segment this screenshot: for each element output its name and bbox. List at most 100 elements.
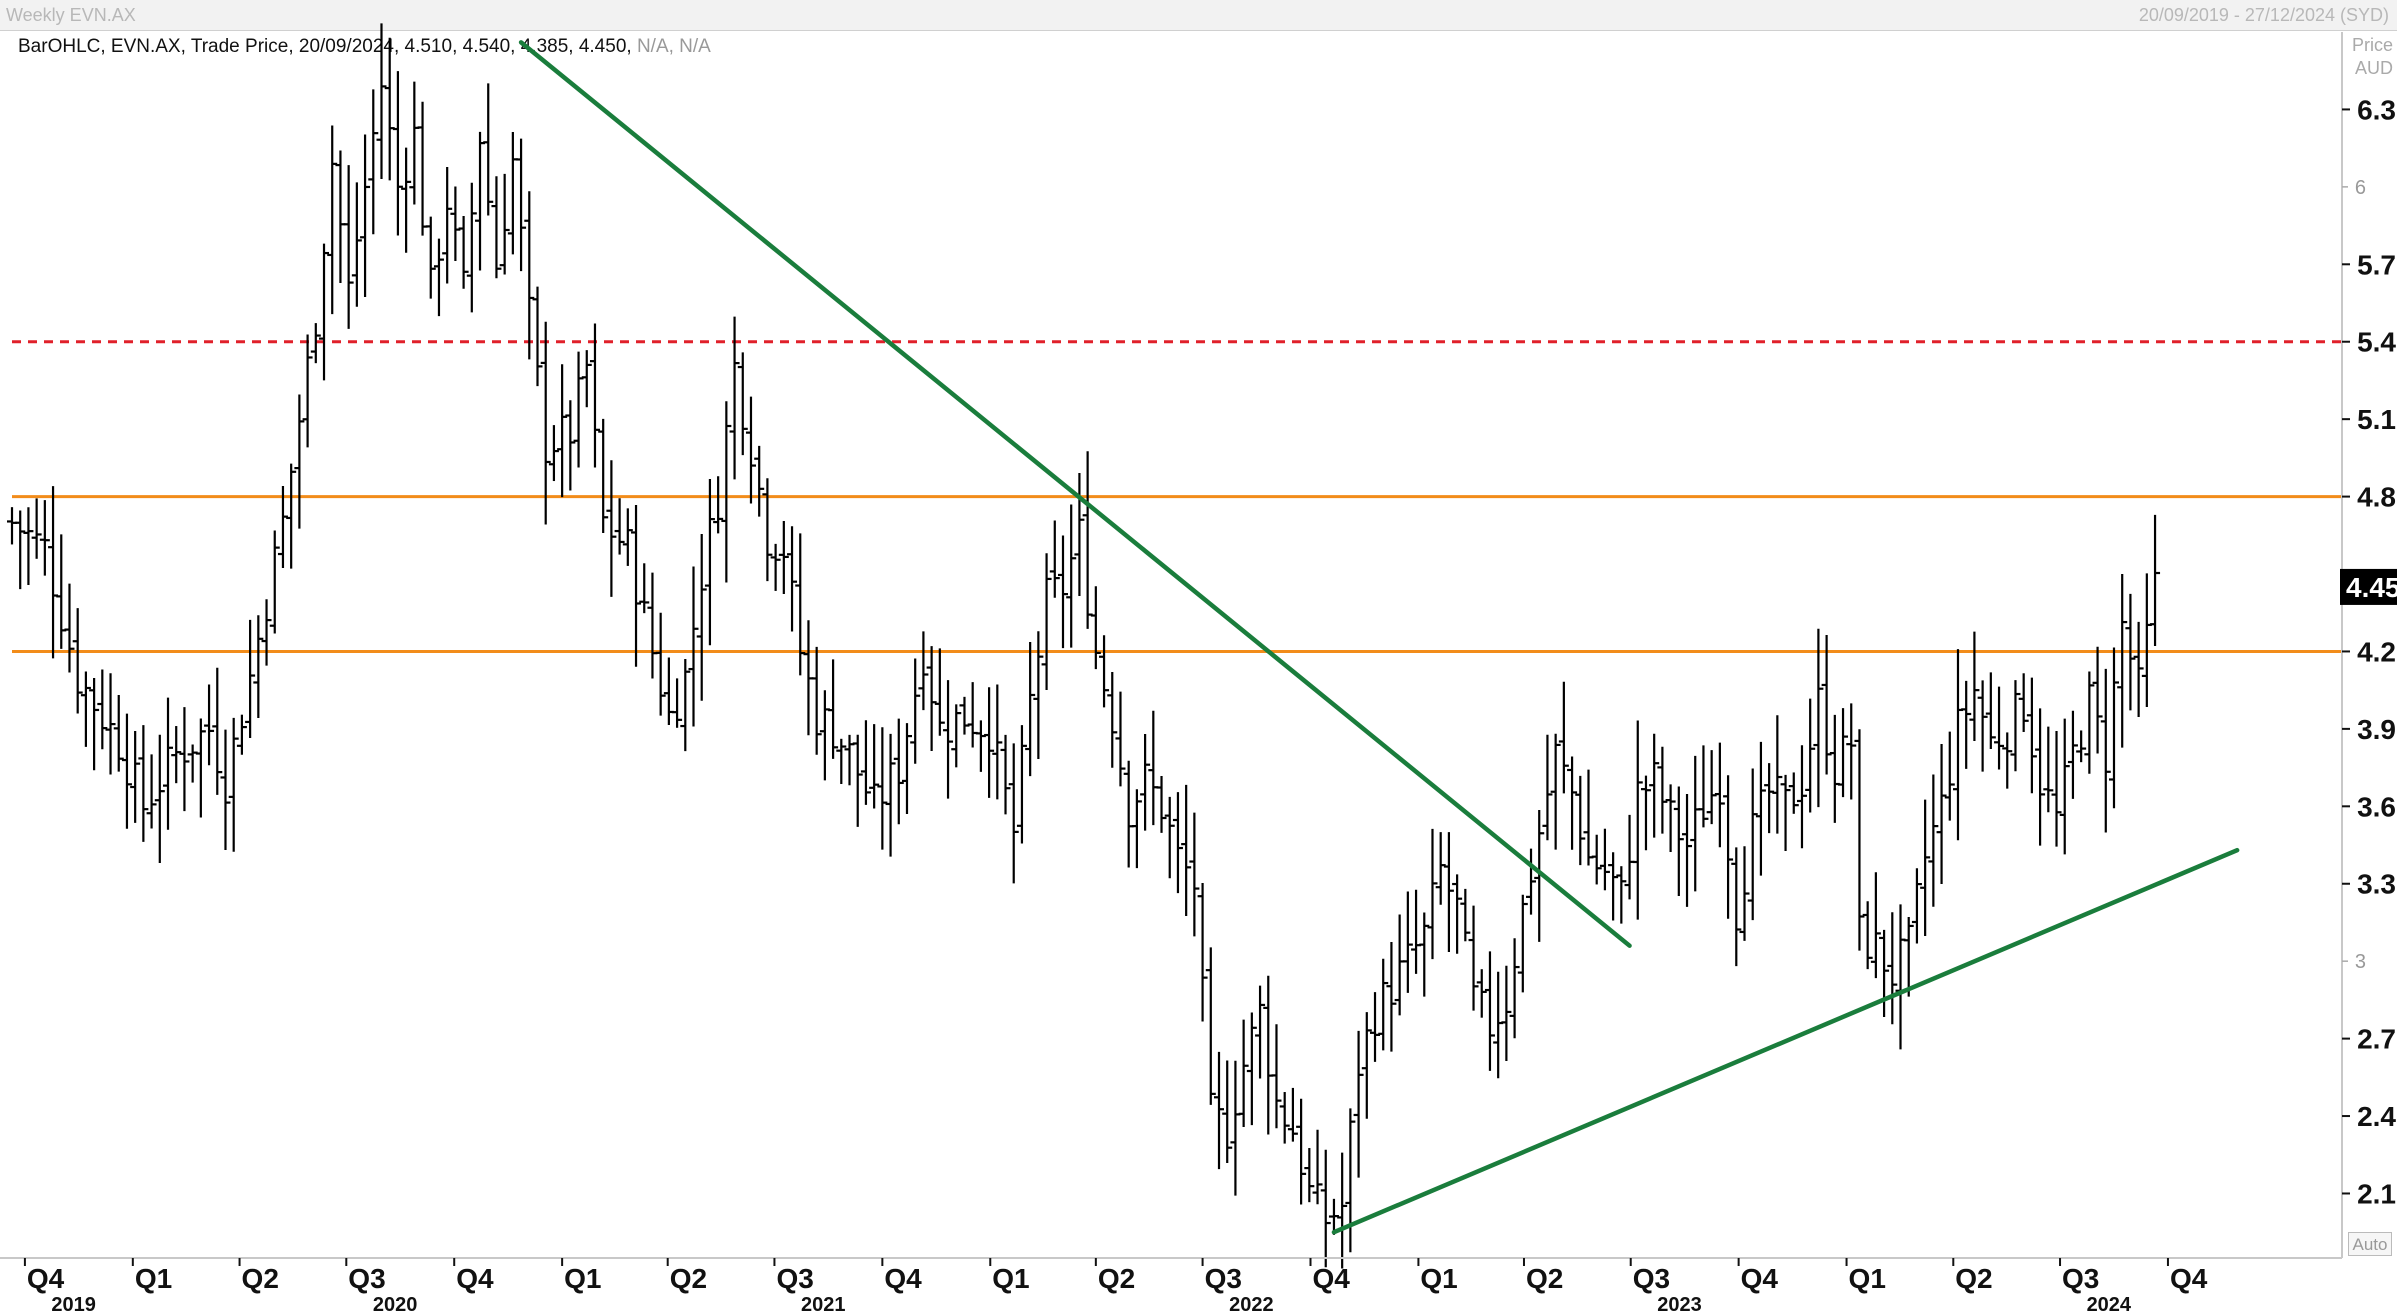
ohlc-bar <box>828 659 839 759</box>
ohlc-bar <box>787 526 798 632</box>
ohlc-bar <box>187 744 198 783</box>
ohlc-bar <box>1107 671 1118 768</box>
ohlc-bar <box>704 479 715 646</box>
ohlc-bar <box>1879 929 1890 1017</box>
ohlc-bar <box>1189 812 1200 937</box>
legend-text: BarOHLC, EVN.AX, Trade Price, 20/09/2024… <box>18 36 632 57</box>
ohlc-bar <box>1994 686 2005 770</box>
ohlc-bar <box>581 350 592 408</box>
ohlc-bar <box>417 101 428 236</box>
ohlc-bar <box>1575 775 1586 866</box>
ohlc-bar <box>48 486 59 659</box>
ohlc-bar <box>1049 520 1060 598</box>
y-tick-label-minor: 3 <box>2355 951 2366 973</box>
ohlc-bar <box>335 150 346 284</box>
ohlc-bar <box>269 530 280 634</box>
ohlc-bar <box>302 334 313 448</box>
ohlc-bar <box>384 37 395 181</box>
ohlc-bar <box>105 673 116 775</box>
ohlc-bar <box>1255 985 1266 1079</box>
ohlc-bar <box>1435 832 1446 905</box>
ohlc-bar <box>548 425 559 482</box>
ohlc-bar <box>1706 750 1717 825</box>
ohlc-bar <box>1443 832 1454 953</box>
ohlc-bar <box>639 563 650 614</box>
ohlc-bar <box>507 132 518 255</box>
ohlc-bar <box>1723 775 1734 919</box>
ohlc-bar <box>713 476 724 534</box>
x-quarter-label: Q1 <box>1420 1263 1457 1294</box>
ohlc-bar <box>1665 784 1676 852</box>
ohlc-bar <box>1394 914 1405 1016</box>
ohlc-bar <box>1698 745 1709 828</box>
ohlc-bar <box>286 463 297 569</box>
ohlc-bar <box>2043 726 2054 813</box>
ohlc-bar <box>1131 789 1142 869</box>
ohlc-bar <box>2133 621 2144 717</box>
ohlc-bar <box>23 507 34 585</box>
ohlc-bar <box>992 684 1003 800</box>
ohlc-bar <box>1903 917 1914 997</box>
ohlc-bar <box>540 321 551 525</box>
ohlc-bar <box>499 173 510 275</box>
x-quarter-label: Q4 <box>1741 1263 1779 1294</box>
x-quarter-label: Q1 <box>992 1263 1029 1294</box>
ohlc-bar <box>343 165 354 329</box>
ohlc-bar <box>1542 734 1553 841</box>
x-quarter-label: Q1 <box>564 1263 601 1294</box>
ohlc-bar <box>310 323 321 364</box>
ohlc-bar <box>1887 912 1898 1025</box>
ohlc-bar <box>1115 691 1126 787</box>
ohlc-bar <box>433 238 444 317</box>
ohlc-bar <box>606 460 617 597</box>
ohlc-bar <box>1558 681 1569 794</box>
ohlc-bar <box>1862 901 1873 970</box>
ohlc-bar <box>1928 774 1939 907</box>
ohlc-bar <box>1673 786 1684 896</box>
ohlc-bar <box>1411 889 1422 974</box>
ohlc-bar <box>1977 680 1988 772</box>
ohlc-bar <box>212 667 223 795</box>
ohlc-bar <box>516 138 527 272</box>
green-trendline-2 <box>1331 847 2240 1235</box>
ohlc-bar <box>466 182 477 313</box>
ohlc-bar <box>1608 852 1619 921</box>
auto-scale-button[interactable]: Auto <box>2348 1232 2392 1256</box>
y-tick-label: 5.4 <box>2357 327 2396 358</box>
ohlc-bar <box>1271 1024 1282 1129</box>
ohlc-bar <box>967 682 978 748</box>
ohlc-bar <box>1033 631 1044 759</box>
y-tick-label: 3.3 <box>2357 869 2396 900</box>
ohlc-bar <box>89 678 100 771</box>
ohlc-bar <box>1460 888 1471 942</box>
ohlc-bar <box>2067 710 2078 799</box>
ohlc-bar <box>1402 891 1413 993</box>
ohlc-bar <box>2002 732 2013 789</box>
ohlc-bar <box>458 215 469 289</box>
ohlc-bar <box>1279 1092 1290 1144</box>
ohlc-bar <box>918 631 929 711</box>
ohlc-bar <box>294 394 305 529</box>
ohlc-bar <box>1796 745 1807 849</box>
chart-title: Weekly EVN.AX <box>6 5 136 25</box>
ohlc-bar <box>721 401 732 583</box>
ohlc-bar <box>1649 733 1660 838</box>
ohlc-bar <box>138 725 149 842</box>
ohlc-bar <box>1805 698 1816 813</box>
last-price-label: 4.45 <box>2346 572 2397 603</box>
ohlc-bar <box>1419 912 1430 997</box>
ohlc-bar <box>770 543 781 591</box>
ohlc-bar <box>1057 535 1068 649</box>
ohlc-bar <box>1714 742 1725 848</box>
y-tick-label: 2.1 <box>2357 1178 2396 1209</box>
ohlc-bar <box>1599 828 1610 891</box>
x-year-label: 2024 <box>2087 1294 2132 1313</box>
ohlc-bar <box>204 684 215 766</box>
ohlc-bar <box>598 418 609 534</box>
ohlc-bar <box>688 566 699 727</box>
x-quarter-label: Q2 <box>1955 1263 1992 1294</box>
ohlc-bar <box>261 599 272 666</box>
ohlc-bar <box>655 612 666 716</box>
ohlc-bar <box>1657 746 1668 834</box>
